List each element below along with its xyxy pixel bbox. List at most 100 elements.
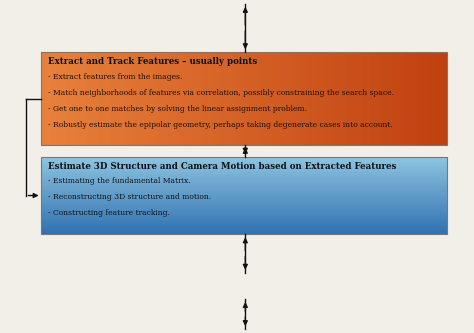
Bar [163,52,167,145]
Bar [435,52,439,145]
Bar [62,52,66,145]
Bar [41,206,447,207]
Bar [41,177,447,178]
Bar [41,213,447,214]
Bar [175,52,179,145]
Bar [204,52,208,145]
Bar [139,52,143,145]
Bar [41,171,447,172]
Bar [151,52,155,145]
Text: - Constructing feature tracking.: - Constructing feature tracking. [48,209,170,217]
Bar [293,52,297,145]
Bar [41,201,447,202]
Text: - Get one to one matches by solving the linear assignment problem.: - Get one to one matches by solving the … [48,105,307,113]
Bar [41,233,447,234]
Bar [317,52,321,145]
Bar [54,52,58,145]
Bar [41,217,447,218]
Bar [386,52,390,145]
Bar [305,52,309,145]
Bar [228,52,232,145]
Bar [252,52,256,145]
Bar [41,52,447,145]
Bar [41,180,447,181]
Bar [78,52,82,145]
Bar [41,181,447,182]
Bar [41,230,447,231]
Bar [191,52,196,145]
Text: - Match neighborhoods of features via correlation, possibly constraining the sea: - Match neighborhoods of features via co… [48,89,394,97]
Bar [41,215,447,216]
Bar [41,187,447,188]
Bar [41,159,447,160]
Bar [41,162,447,163]
Bar [41,228,447,229]
Bar [41,173,447,174]
Bar [281,52,285,145]
Bar [143,52,147,145]
Bar [224,52,228,145]
Bar [179,52,183,145]
Bar [41,218,447,219]
Bar [41,193,447,194]
Bar [333,52,337,145]
Text: - Extract features from the images.: - Extract features from the images. [48,73,182,81]
Bar [183,52,187,145]
Bar [41,163,447,164]
Bar [341,52,346,145]
Bar [171,52,175,145]
Bar [41,209,447,210]
Bar [232,52,236,145]
Bar [244,52,248,145]
Bar [41,210,447,211]
Bar [41,211,447,212]
Bar [41,224,447,225]
Bar [260,52,264,145]
Bar [41,178,447,179]
Bar [41,200,447,201]
Bar [41,186,447,187]
Bar [350,52,354,145]
Bar [390,52,394,145]
Bar [82,52,86,145]
Bar [41,189,447,190]
Bar [41,222,447,223]
Text: - Estimating the fundamental Matrix.: - Estimating the fundamental Matrix. [48,177,191,185]
Bar [41,212,447,213]
Bar [212,52,216,145]
Bar [402,52,406,145]
Bar [41,179,447,180]
Bar [41,168,447,169]
Bar [41,226,447,227]
Bar [337,52,341,145]
Bar [285,52,289,145]
Bar [289,52,293,145]
Bar [398,52,402,145]
Bar [147,52,151,145]
Bar [70,52,74,145]
Bar [159,52,163,145]
Bar [41,207,447,208]
Bar [41,204,447,205]
Bar [236,52,240,145]
Bar [41,191,447,192]
Bar [41,176,447,177]
Bar [94,52,98,145]
Bar [366,52,370,145]
Bar [431,52,435,145]
Bar [41,164,447,165]
Bar [41,167,447,168]
Bar [187,52,191,145]
Bar [329,52,333,145]
Text: Estimate 3D Structure and Camera Motion based on Extracted Features: Estimate 3D Structure and Camera Motion … [48,162,397,170]
Bar [419,52,423,145]
Bar [46,52,50,145]
Bar [410,52,414,145]
Bar [41,195,447,196]
Bar [41,196,447,197]
Bar [41,227,447,228]
Bar [41,174,447,175]
Bar [41,52,46,145]
Bar [155,52,159,145]
Bar [110,52,114,145]
